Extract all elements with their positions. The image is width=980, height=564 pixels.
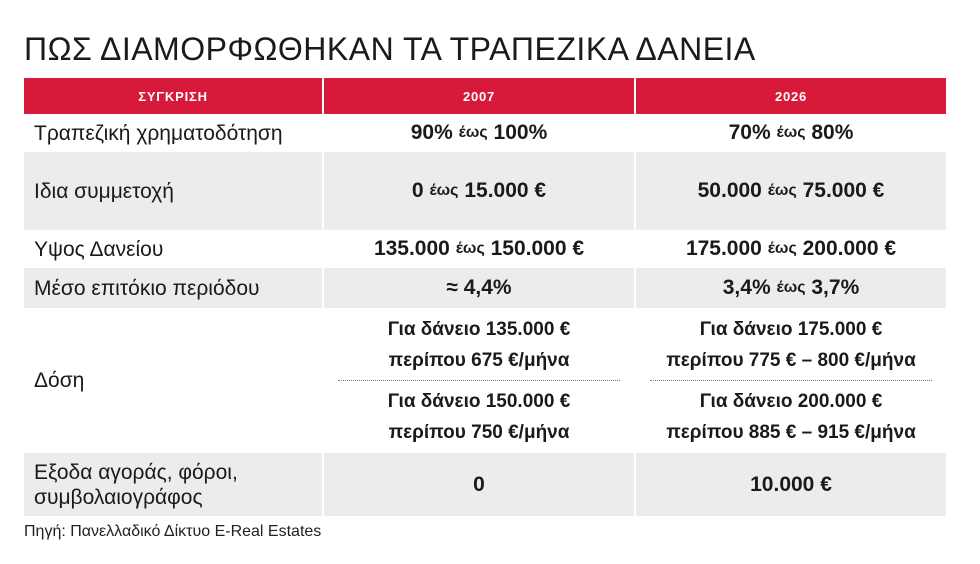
value-2007: 0 bbox=[322, 453, 634, 516]
installment-option: Για δάνειο 135.000 € περίπου 675 €/μήνα bbox=[387, 319, 571, 371]
chart-title: ΠΩΣ ΔΙΑΜΟΡΦΩΘΗΚΑΝ ΤΑ ΤΡΑΠΕΖΙΚΑ ΔΑΝΕΙΑ bbox=[24, 31, 756, 67]
value-2007: 90% έως 100% bbox=[322, 114, 634, 152]
source-note: Πηγή: Πανελλαδικό Δίκτυο E-Real Estates bbox=[24, 523, 322, 540]
installment-option: Για δάνειο 150.000 € περίπου 750 €/μήνα bbox=[387, 391, 571, 443]
installment-option: Για δάνειο 175.000 € περίπου 775 € – 800… bbox=[666, 319, 916, 371]
value-2026: 3,4% έως 3,7% bbox=[634, 268, 946, 308]
value-2026: 70% έως 80% bbox=[634, 114, 946, 152]
value-2026: 10.000 € bbox=[634, 453, 946, 516]
table-row-interest-rate: Μέσο επιτόκιο περιόδου ≈ 4,4% 3,4% έως 3… bbox=[24, 268, 946, 308]
comparison-table: ΣΥΓΚΡΙΣΗ 2007 2026 Τραπεζική χρηματοδότη… bbox=[24, 78, 946, 516]
value-2026: 175.000 έως 200.000 € bbox=[634, 230, 946, 268]
row-label: Δόση bbox=[34, 369, 85, 392]
value-2007: 0 έως 15.000 € bbox=[322, 152, 634, 230]
row-label: Ιδια συμμετοχή bbox=[34, 179, 174, 203]
table-row-financing: Τραπεζική χρηματοδότηση 90% έως 100% 70%… bbox=[24, 114, 946, 152]
value-2007: Για δάνειο 135.000 € περίπου 675 €/μήνα … bbox=[322, 308, 634, 453]
value-2007: 135.000 έως 150.000 € bbox=[322, 230, 634, 268]
row-label: Τραπεζική χρηματοδότηση bbox=[34, 121, 283, 145]
table-row-installment: Δόση Για δάνειο 135.000 € περίπου 675 €/… bbox=[24, 308, 946, 453]
row-label: Εξοδα αγοράς, φόροι, συμβολαιογράφος bbox=[34, 460, 238, 509]
header-2007: 2007 bbox=[322, 78, 634, 114]
table-row-own-contribution: Ιδια συμμετοχή 0 έως 15.000 € 50.000 έως… bbox=[24, 152, 946, 230]
table-header-row: ΣΥΓΚΡΙΣΗ 2007 2026 bbox=[24, 78, 946, 114]
dotted-divider bbox=[650, 380, 932, 381]
dotted-divider bbox=[338, 380, 620, 381]
value-2007: ≈ 4,4% bbox=[322, 268, 634, 308]
row-label: Υψος Δανείου bbox=[34, 237, 164, 261]
value-2026: Για δάνειο 175.000 € περίπου 775 € – 800… bbox=[634, 308, 946, 453]
table-row-loan-amount: Υψος Δανείου 135.000 έως 150.000 € 175.0… bbox=[24, 230, 946, 268]
header-2026: 2026 bbox=[634, 78, 946, 114]
value-2026: 50.000 έως 75.000 € bbox=[634, 152, 946, 230]
row-label: Μέσο επιτόκιο περιόδου bbox=[34, 276, 260, 300]
installment-option: Για δάνειο 200.000 € περίπου 885 € – 915… bbox=[666, 391, 916, 443]
header-comparison: ΣΥΓΚΡΙΣΗ bbox=[138, 88, 208, 104]
table-row-purchase-costs: Εξοδα αγοράς, φόροι, συμβολαιογράφος 0 1… bbox=[24, 453, 946, 516]
